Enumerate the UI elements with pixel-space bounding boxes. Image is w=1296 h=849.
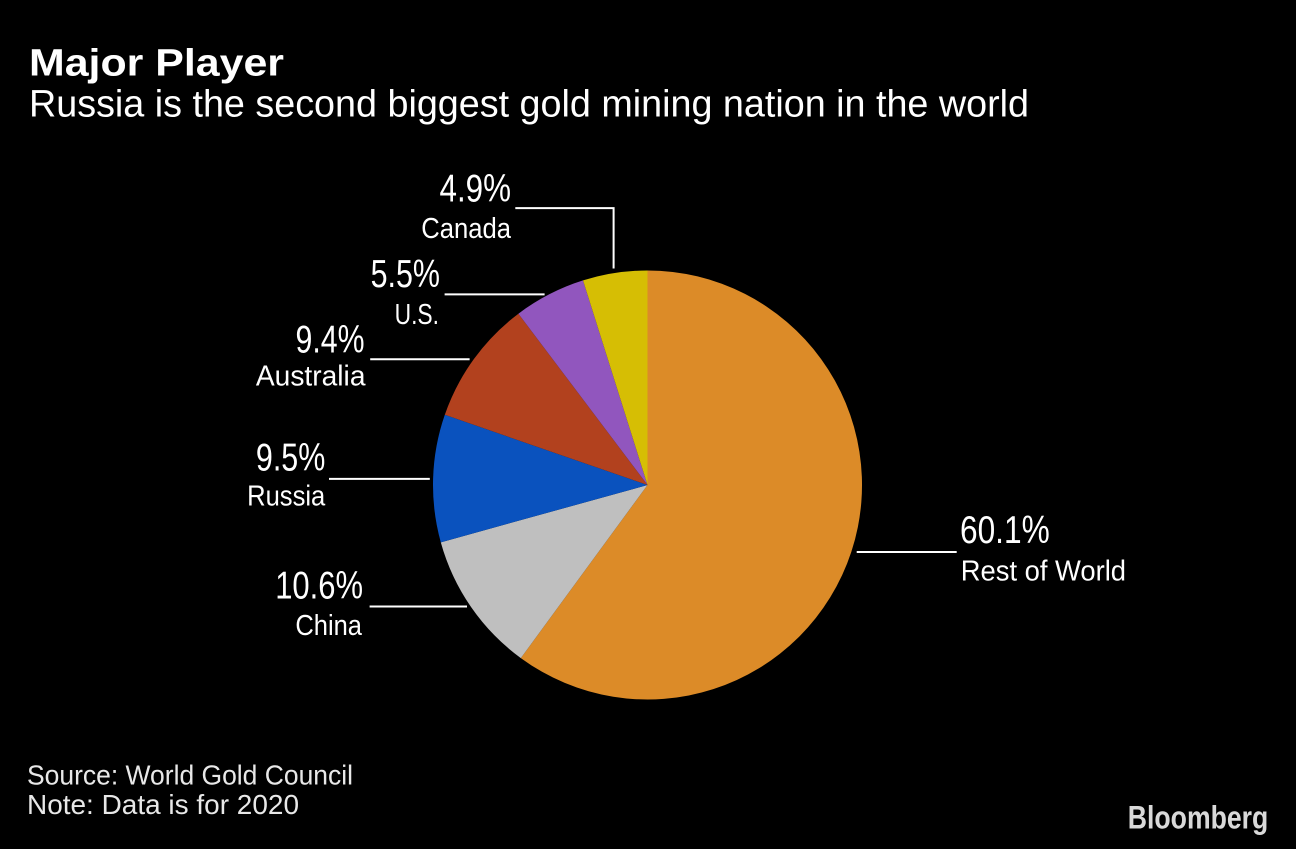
svg-text:Rest of World: Rest of World (961, 556, 1126, 588)
svg-text:4.9%: 4.9% (440, 168, 512, 211)
svg-text:Canada: Canada (421, 213, 511, 245)
svg-text:Source: World Gold Council: Source: World Gold Council (27, 760, 353, 791)
svg-text:5.5%: 5.5% (371, 253, 440, 296)
svg-text:Russia is the second biggest g: Russia is the second biggest gold mining… (29, 84, 1029, 126)
svg-text:Note: Data is for 2020: Note: Data is for 2020 (27, 789, 299, 820)
svg-text:9.5%: 9.5% (256, 437, 325, 480)
svg-text:Major Player: Major Player (29, 43, 284, 85)
svg-text:Australia: Australia (256, 360, 366, 392)
svg-text:China: China (295, 610, 362, 642)
svg-text:Bloomberg: Bloomberg (1128, 799, 1269, 835)
svg-text:10.6%: 10.6% (275, 564, 363, 607)
svg-text:U.S.: U.S. (395, 299, 439, 331)
svg-text:9.4%: 9.4% (296, 319, 365, 362)
svg-text:Russia: Russia (247, 481, 325, 513)
svg-text:60.1%: 60.1% (960, 509, 1050, 552)
